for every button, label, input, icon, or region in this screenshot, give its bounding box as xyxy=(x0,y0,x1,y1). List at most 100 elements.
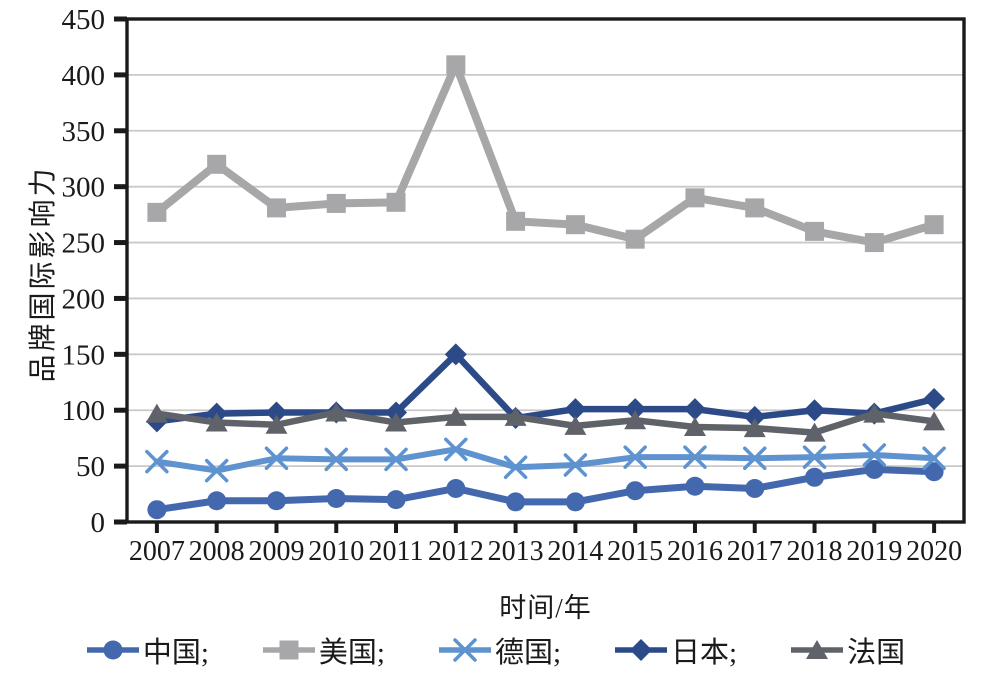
legend-label-usa: 美国; xyxy=(318,637,385,669)
marker-china xyxy=(745,478,765,498)
x-tick-label: 2017 xyxy=(727,536,783,567)
y-tick-label: 450 xyxy=(62,4,106,36)
marker-china xyxy=(266,491,286,511)
marker-usa xyxy=(266,198,286,218)
y-tick-label: 50 xyxy=(76,451,105,483)
legend-item-usa: 美国; xyxy=(261,629,385,671)
marker-france xyxy=(265,414,288,434)
legend-item-germany: 德国; xyxy=(437,629,561,671)
y-tick-label: 350 xyxy=(62,116,106,148)
marker-usa xyxy=(685,188,705,208)
x-tick-label: 2013 xyxy=(488,536,544,567)
marker-france xyxy=(385,412,408,432)
legend-label-japan: 日本; xyxy=(671,637,738,669)
y-tick-label: 150 xyxy=(62,339,106,371)
marker-germany xyxy=(324,447,348,472)
marker-japan xyxy=(624,398,647,421)
marker-japan xyxy=(385,401,408,424)
marker-usa xyxy=(147,202,167,222)
x-tick-label: 2016 xyxy=(667,536,723,567)
marker-usa xyxy=(326,193,346,213)
x-tick-label: 2009 xyxy=(248,536,304,567)
legend-marker-france xyxy=(806,640,829,659)
marker-usa xyxy=(924,215,944,235)
marker-china xyxy=(565,492,585,512)
y-tick-label: 300 xyxy=(62,172,106,204)
marker-china xyxy=(446,478,466,498)
marker-japan xyxy=(444,343,467,366)
marker-france xyxy=(683,416,706,436)
legend-marker-france-icon xyxy=(791,640,844,659)
marker-japan xyxy=(923,388,946,411)
marker-germany xyxy=(862,443,887,467)
y-tick-label: 200 xyxy=(62,283,106,315)
legend-item-china: 中国; xyxy=(85,629,209,671)
series-line-france xyxy=(153,409,938,436)
x-tick-label: 2010 xyxy=(308,536,364,567)
marker-usa xyxy=(565,215,585,235)
x-tick-label: 2011 xyxy=(369,536,424,567)
marker-japan xyxy=(743,405,766,428)
marker-france xyxy=(624,410,647,430)
marker-usa xyxy=(446,55,466,75)
series-line-usa xyxy=(152,60,939,247)
marker-germany xyxy=(922,446,946,471)
legend-label-france: 法国 xyxy=(847,637,906,669)
series-usa xyxy=(147,55,944,253)
x-tick-label: 2012 xyxy=(428,536,484,567)
series-france xyxy=(145,402,946,442)
marker-usa xyxy=(207,154,227,174)
x-tick-label: 2014 xyxy=(547,536,603,567)
legend-marker-usa-icon xyxy=(262,640,315,660)
marker-japan xyxy=(265,401,288,424)
marker-france xyxy=(564,415,587,435)
marker-germany xyxy=(623,445,647,469)
marker-germany xyxy=(743,446,767,471)
marker-china xyxy=(506,492,526,512)
marker-france xyxy=(504,406,527,426)
x-tick-label: 2007 xyxy=(129,536,185,567)
marker-france xyxy=(743,418,766,438)
series-line-china xyxy=(153,465,938,514)
y-tick-label: 0 xyxy=(91,507,106,539)
marker-japan xyxy=(803,399,826,422)
marker-germany xyxy=(444,437,468,462)
marker-china xyxy=(147,500,167,520)
legend-marker-japan xyxy=(630,639,653,661)
legend-marker-germany-icon xyxy=(438,638,491,662)
marker-germany xyxy=(264,446,289,471)
legend-marker-china xyxy=(103,640,123,660)
marker-usa xyxy=(625,229,645,249)
marker-japan xyxy=(683,398,706,421)
x-tick-label: 2015 xyxy=(607,536,663,567)
legend-label-germany: 德国; xyxy=(494,637,562,669)
y-tick-label: 400 xyxy=(62,60,106,92)
marker-germany xyxy=(145,449,169,474)
marker-china xyxy=(625,481,645,501)
marker-china xyxy=(805,467,825,487)
marker-france xyxy=(863,403,886,423)
marker-usa xyxy=(386,192,406,212)
marker-china xyxy=(326,489,346,509)
marker-france xyxy=(923,411,946,431)
marker-usa xyxy=(805,221,825,241)
marker-china xyxy=(924,462,944,482)
x-tick-label: 2018 xyxy=(787,536,843,567)
legend-label-china: 中国; xyxy=(142,637,209,669)
series-line-germany xyxy=(153,446,938,474)
marker-japan xyxy=(564,398,587,421)
marker-germany xyxy=(683,445,707,469)
legend-item-japan: 日本; xyxy=(613,629,737,671)
x-tick-label: 2020 xyxy=(906,536,962,567)
legend-item-france: 法国 xyxy=(789,629,905,671)
series-germany xyxy=(145,437,946,483)
marker-usa xyxy=(745,198,765,218)
legend-marker-usa xyxy=(279,640,299,660)
marker-usa xyxy=(864,233,884,253)
marker-usa xyxy=(506,211,526,231)
legend-marker-japan-icon xyxy=(615,639,668,661)
series-china xyxy=(147,459,944,520)
x-tick-label: 2019 xyxy=(846,536,902,567)
